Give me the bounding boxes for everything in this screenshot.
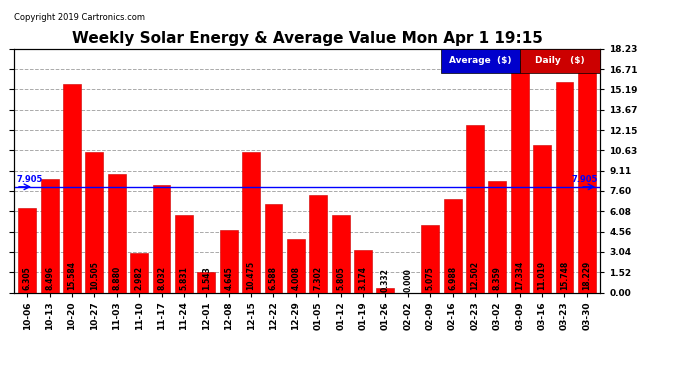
Bar xyxy=(578,49,596,292)
Text: 8.880: 8.880 xyxy=(112,266,121,291)
Text: 4.008: 4.008 xyxy=(291,267,300,291)
Text: 6.305: 6.305 xyxy=(23,267,32,291)
Text: 0.000: 0.000 xyxy=(403,268,413,292)
Text: 12.502: 12.502 xyxy=(471,261,480,291)
Text: 18.229: 18.229 xyxy=(582,261,591,291)
Text: 10.475: 10.475 xyxy=(246,261,255,291)
Text: 7.302: 7.302 xyxy=(314,267,323,291)
Bar xyxy=(555,82,573,292)
Text: 7.905: 7.905 xyxy=(16,175,42,184)
Bar xyxy=(264,204,282,292)
Text: Copyright 2019 Cartronics.com: Copyright 2019 Cartronics.com xyxy=(14,13,145,22)
Text: Average  ($): Average ($) xyxy=(449,57,512,65)
Bar xyxy=(197,272,215,292)
Bar xyxy=(533,145,551,292)
Bar xyxy=(63,84,81,292)
Bar xyxy=(108,174,126,292)
Bar xyxy=(86,152,104,292)
Text: 5.831: 5.831 xyxy=(179,267,188,291)
Bar xyxy=(489,181,506,292)
Text: 0.332: 0.332 xyxy=(381,268,390,292)
Text: 10.505: 10.505 xyxy=(90,262,99,291)
Bar xyxy=(354,250,372,292)
Text: 17.334: 17.334 xyxy=(515,261,524,291)
Bar xyxy=(130,253,148,292)
Text: 5.805: 5.805 xyxy=(336,267,345,291)
Bar xyxy=(332,215,350,292)
Text: 2.982: 2.982 xyxy=(135,267,144,291)
Bar xyxy=(309,195,327,292)
Bar xyxy=(511,61,529,292)
Text: 3.174: 3.174 xyxy=(359,267,368,291)
Title: Weekly Solar Energy & Average Value Mon Apr 1 19:15: Weekly Solar Energy & Average Value Mon … xyxy=(72,31,542,46)
Text: 4.645: 4.645 xyxy=(224,267,233,291)
Bar xyxy=(175,214,193,292)
Text: 1.543: 1.543 xyxy=(201,267,211,291)
Text: 15.584: 15.584 xyxy=(68,261,77,291)
Text: 5.075: 5.075 xyxy=(426,267,435,291)
Bar xyxy=(41,179,59,292)
Text: 6.988: 6.988 xyxy=(448,266,457,291)
Text: 6.588: 6.588 xyxy=(269,267,278,291)
Bar xyxy=(466,125,484,292)
Bar xyxy=(152,185,170,292)
Bar xyxy=(421,225,439,292)
Bar xyxy=(377,288,395,292)
Text: 8.496: 8.496 xyxy=(45,267,54,291)
Bar xyxy=(287,239,305,292)
Text: 7.905: 7.905 xyxy=(572,175,598,184)
Text: 11.019: 11.019 xyxy=(538,261,546,291)
Bar xyxy=(18,208,36,292)
Text: 8.032: 8.032 xyxy=(157,267,166,291)
Text: Daily   ($): Daily ($) xyxy=(535,57,584,65)
Bar xyxy=(219,230,237,292)
Text: 15.748: 15.748 xyxy=(560,261,569,291)
Bar xyxy=(444,199,462,292)
Text: 8.359: 8.359 xyxy=(493,267,502,291)
Bar xyxy=(242,153,260,292)
